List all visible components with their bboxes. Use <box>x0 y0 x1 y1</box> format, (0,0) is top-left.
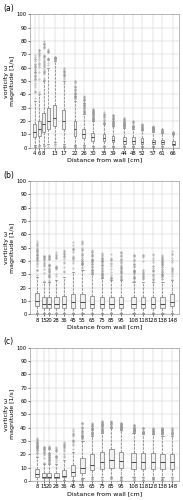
PathPatch shape <box>151 453 155 469</box>
Text: (a): (a) <box>4 4 14 13</box>
Y-axis label: vorticity ω
magnitude [1/s]: vorticity ω magnitude [1/s] <box>4 222 15 273</box>
PathPatch shape <box>80 294 85 308</box>
PathPatch shape <box>160 297 165 308</box>
PathPatch shape <box>54 297 59 308</box>
PathPatch shape <box>109 297 113 308</box>
Text: (b): (b) <box>4 170 14 179</box>
PathPatch shape <box>119 297 123 308</box>
PathPatch shape <box>35 293 39 306</box>
X-axis label: Distance from wall [cm]: Distance from wall [cm] <box>67 158 142 162</box>
PathPatch shape <box>109 449 113 468</box>
PathPatch shape <box>71 465 75 475</box>
PathPatch shape <box>151 297 155 308</box>
PathPatch shape <box>141 453 145 469</box>
PathPatch shape <box>103 134 105 141</box>
PathPatch shape <box>42 473 46 478</box>
PathPatch shape <box>111 136 114 142</box>
PathPatch shape <box>42 113 45 132</box>
PathPatch shape <box>62 296 66 308</box>
PathPatch shape <box>62 110 65 129</box>
PathPatch shape <box>141 297 145 308</box>
PathPatch shape <box>152 140 155 143</box>
PathPatch shape <box>38 121 41 136</box>
PathPatch shape <box>71 294 75 308</box>
PathPatch shape <box>172 141 175 145</box>
PathPatch shape <box>141 138 143 143</box>
Y-axis label: vorticity ω
magnitude [1/s]: vorticity ω magnitude [1/s] <box>4 389 15 440</box>
PathPatch shape <box>123 137 126 143</box>
PathPatch shape <box>35 469 39 477</box>
Text: (c): (c) <box>4 338 14 346</box>
X-axis label: Distance from wall [cm]: Distance from wall [cm] <box>67 491 142 496</box>
PathPatch shape <box>46 473 51 478</box>
PathPatch shape <box>62 470 66 477</box>
PathPatch shape <box>83 129 85 138</box>
PathPatch shape <box>131 297 136 308</box>
PathPatch shape <box>161 140 164 143</box>
PathPatch shape <box>132 137 135 143</box>
PathPatch shape <box>46 297 51 308</box>
PathPatch shape <box>90 454 94 470</box>
PathPatch shape <box>160 454 165 469</box>
PathPatch shape <box>33 124 36 137</box>
PathPatch shape <box>100 297 104 308</box>
PathPatch shape <box>53 105 56 126</box>
PathPatch shape <box>170 294 174 306</box>
PathPatch shape <box>42 297 46 308</box>
PathPatch shape <box>80 458 85 473</box>
PathPatch shape <box>119 452 123 468</box>
PathPatch shape <box>131 453 136 469</box>
Y-axis label: vorticity ω
magnitude [1/s]: vorticity ω magnitude [1/s] <box>4 56 15 106</box>
PathPatch shape <box>74 121 76 136</box>
X-axis label: Distance from wall [cm]: Distance from wall [cm] <box>67 324 142 329</box>
PathPatch shape <box>100 452 104 469</box>
PathPatch shape <box>170 454 174 469</box>
PathPatch shape <box>92 133 94 141</box>
PathPatch shape <box>54 473 59 478</box>
PathPatch shape <box>47 108 50 129</box>
PathPatch shape <box>90 296 94 308</box>
